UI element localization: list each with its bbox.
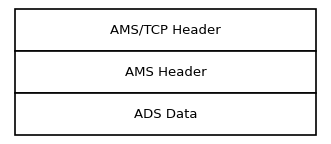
Text: AMS Header: AMS Header	[125, 66, 206, 78]
Text: AMS/TCP Header: AMS/TCP Header	[110, 23, 221, 36]
Bar	[15, 9, 316, 51]
Bar	[15, 51, 316, 93]
Text: ADS Data: ADS Data	[134, 108, 197, 121]
Bar	[15, 93, 316, 135]
